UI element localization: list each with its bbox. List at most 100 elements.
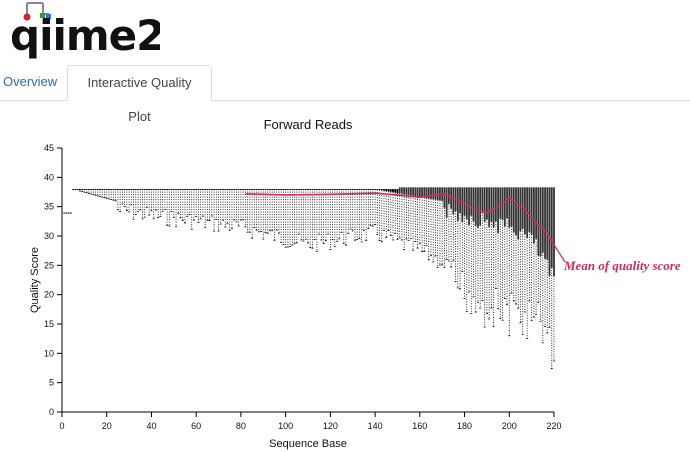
box <box>155 189 157 191</box>
box <box>224 189 227 191</box>
box <box>143 189 146 191</box>
box <box>358 189 361 191</box>
box <box>532 187 535 244</box>
box <box>65 212 68 214</box>
box <box>293 189 296 191</box>
box <box>322 189 325 191</box>
box <box>184 189 186 191</box>
annotation-pointer <box>553 244 566 263</box>
box <box>506 187 508 219</box>
box <box>181 189 184 191</box>
box <box>177 189 180 191</box>
box <box>369 189 372 191</box>
box <box>427 187 430 199</box>
box <box>461 187 464 222</box>
box <box>486 187 488 220</box>
x-tick-label: 140 <box>368 421 383 431</box>
box <box>541 187 544 253</box>
box <box>537 187 540 256</box>
box <box>219 189 222 191</box>
box <box>128 189 130 191</box>
box <box>497 187 499 233</box>
x-tick-label: 20 <box>102 421 112 431</box>
box <box>72 189 75 191</box>
tab-interactive-quality-plot[interactable]: Interactive Quality Plot <box>67 65 212 124</box>
box <box>479 187 482 226</box>
qiime2-logo: qiime2 <box>0 0 160 60</box>
box <box>443 187 446 208</box>
box <box>215 189 218 191</box>
box <box>121 189 124 191</box>
x-tick-label: 40 <box>146 421 156 431</box>
box <box>398 187 401 194</box>
box <box>324 189 327 191</box>
box <box>430 187 432 199</box>
box <box>94 189 97 191</box>
box <box>170 189 173 191</box>
box <box>434 187 437 200</box>
box <box>374 189 376 191</box>
box <box>465 187 468 220</box>
box <box>186 189 189 191</box>
box <box>349 189 352 191</box>
box <box>380 189 383 191</box>
box <box>280 189 283 191</box>
box <box>336 189 338 191</box>
box <box>307 189 309 191</box>
box <box>112 189 115 191</box>
box <box>269 189 271 191</box>
box <box>421 187 423 198</box>
box <box>110 189 113 191</box>
box <box>78 189 81 191</box>
box <box>371 189 374 191</box>
box <box>197 189 200 191</box>
box <box>436 187 439 201</box>
box <box>152 189 155 191</box>
box <box>553 187 555 277</box>
box <box>508 187 511 228</box>
box <box>222 189 224 191</box>
box <box>206 189 209 191</box>
box <box>244 189 247 191</box>
box <box>477 187 479 228</box>
box <box>179 189 182 191</box>
box <box>452 187 455 215</box>
box <box>168 189 171 191</box>
box <box>432 187 435 200</box>
box <box>483 187 486 222</box>
box <box>340 189 343 191</box>
box <box>403 187 406 195</box>
y-tick-label: 10 <box>44 348 54 358</box>
box <box>548 187 551 276</box>
box <box>235 189 238 191</box>
box <box>363 189 365 191</box>
box <box>278 189 280 191</box>
box <box>134 189 137 191</box>
box <box>217 189 220 191</box>
box <box>101 189 104 191</box>
box <box>148 189 151 191</box>
box <box>190 189 193 191</box>
box <box>166 189 169 191</box>
box <box>92 189 95 191</box>
box <box>300 189 303 191</box>
box <box>313 189 316 191</box>
box <box>255 189 258 191</box>
box <box>210 189 213 191</box>
box <box>356 189 359 191</box>
box <box>519 187 522 232</box>
box <box>472 187 475 222</box>
box <box>248 189 251 191</box>
mean-annotation-label: Mean of quality score <box>563 258 681 273</box>
mean-quality-line <box>245 192 555 246</box>
box <box>90 189 92 191</box>
box <box>123 189 126 191</box>
box <box>266 189 269 191</box>
tab-overview[interactable]: Overview <box>3 74 58 89</box>
box <box>291 189 294 191</box>
box <box>201 189 204 191</box>
box <box>208 189 211 191</box>
box <box>213 189 215 191</box>
box <box>320 189 323 191</box>
x-tick-label: 120 <box>323 421 338 431</box>
